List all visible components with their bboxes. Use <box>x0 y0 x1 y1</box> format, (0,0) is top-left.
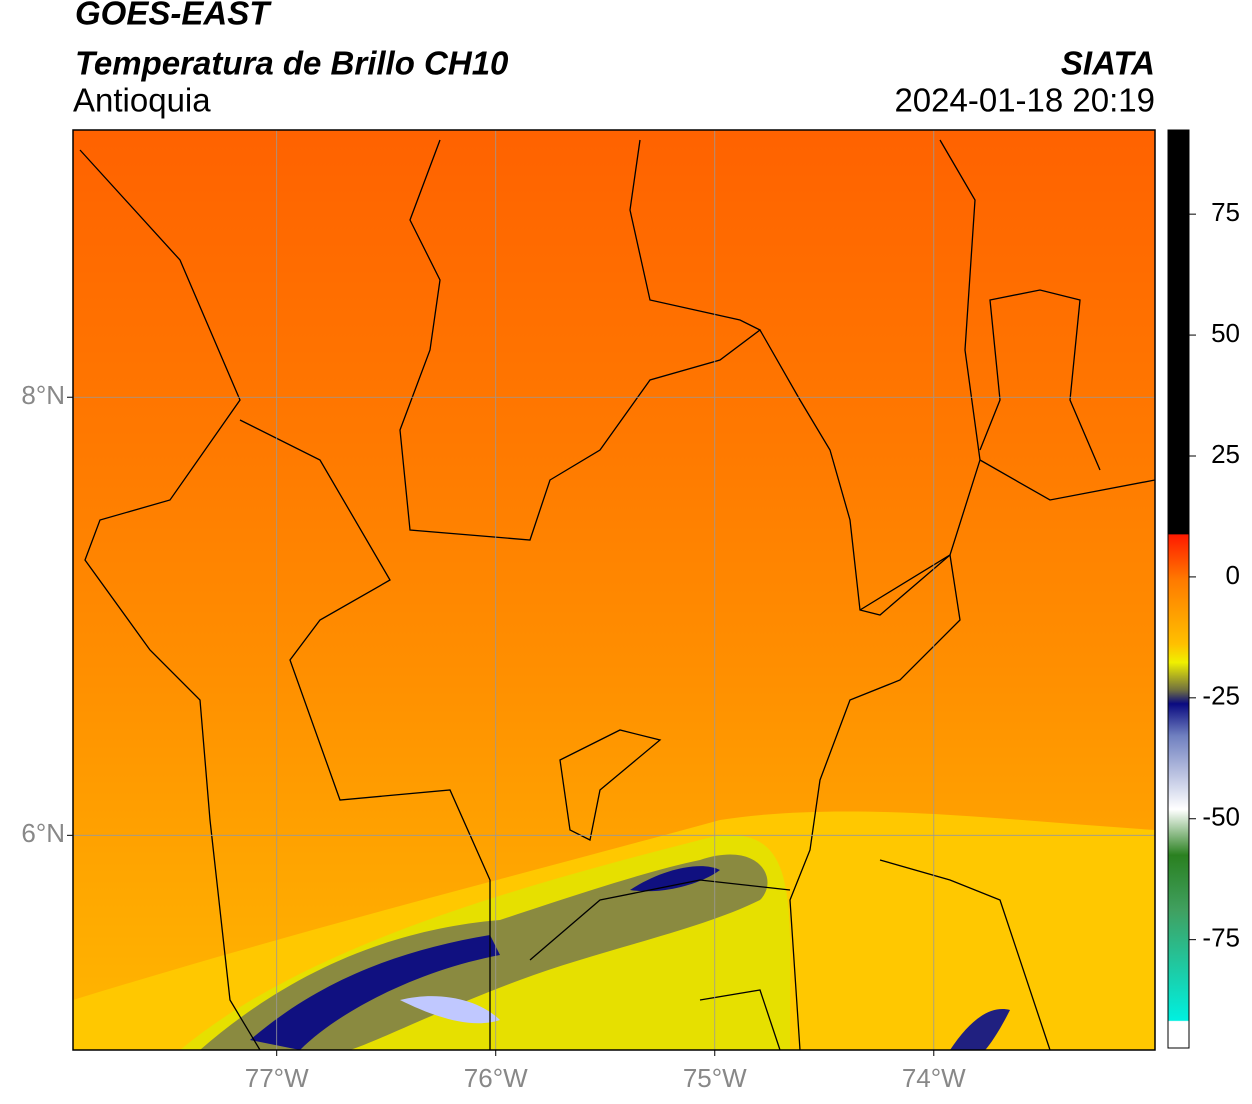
borders <box>79 139 1155 1050</box>
cold-top <box>630 866 720 892</box>
graticule <box>73 130 1155 1050</box>
x-tick-label: 76°W <box>464 1063 528 1093</box>
colorbar-label: 50 <box>1211 318 1240 348</box>
map-image <box>73 130 1155 1050</box>
map-frame <box>72 129 1156 1051</box>
source: SIATA <box>1061 45 1155 82</box>
colorbar <box>1167 129 1190 1049</box>
x-tick-label: 74°W <box>902 1063 966 1093</box>
colorbar-label: -75 <box>1202 923 1240 953</box>
cold-top <box>950 1009 1010 1050</box>
colorbar-label: -50 <box>1202 802 1240 832</box>
y-tick-label: 6°N <box>21 818 65 848</box>
colorbar-label: 25 <box>1211 439 1240 469</box>
cold-top <box>400 996 500 1024</box>
region: Antioquia <box>73 82 211 119</box>
x-tick-label: 75°W <box>683 1063 747 1093</box>
subtitle: Temperatura de Brillo CH10 <box>75 45 509 82</box>
title: GOES-EAST <box>75 0 272 32</box>
colorbar-label: 75 <box>1211 197 1240 227</box>
y-tick-label: 8°N <box>21 380 65 410</box>
datetime: 2024-01-18 20:19 <box>894 82 1155 119</box>
cold-top <box>250 935 500 1050</box>
colorbar-label: 0 <box>1226 560 1240 590</box>
x-tick-label: 77°W <box>245 1063 309 1093</box>
colorbar-label: -25 <box>1202 681 1240 711</box>
